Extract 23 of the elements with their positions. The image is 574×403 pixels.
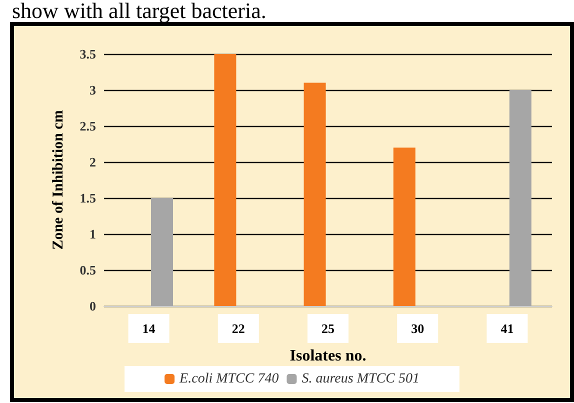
x-tick-label: 14 bbox=[142, 321, 156, 336]
x-tick-label: 41 bbox=[500, 321, 514, 336]
text: show with all target bacteria. bbox=[12, 0, 268, 23]
bar bbox=[393, 148, 416, 306]
legend-label: S. aureus MTCC 501 bbox=[302, 372, 420, 386]
bar bbox=[151, 198, 173, 306]
x-tick-label: 30 bbox=[411, 321, 424, 336]
x-tick-label: 25 bbox=[322, 321, 335, 336]
legend-label: E.coli MTCC 740 bbox=[178, 372, 279, 386]
bar bbox=[304, 82, 326, 306]
y-tick-label: 1.5 bbox=[80, 190, 96, 206]
x-tick-label: 22 bbox=[232, 321, 245, 336]
y-tick-label: 3.5 bbox=[80, 46, 96, 62]
y-tick-label: 0.5 bbox=[80, 262, 96, 278]
y-tick-label: 2 bbox=[90, 154, 96, 170]
y-tick-label: 3 bbox=[90, 82, 96, 98]
bar bbox=[214, 54, 236, 306]
x-axis-title: Isolates no. bbox=[290, 348, 366, 364]
y-tick-label: 1 bbox=[90, 226, 96, 242]
y-tick-label: 2.5 bbox=[80, 118, 96, 134]
bar bbox=[509, 90, 532, 306]
y-axis-title: Zone of Inhibition cm bbox=[50, 110, 66, 250]
y-tick-label: 0 bbox=[90, 298, 96, 314]
